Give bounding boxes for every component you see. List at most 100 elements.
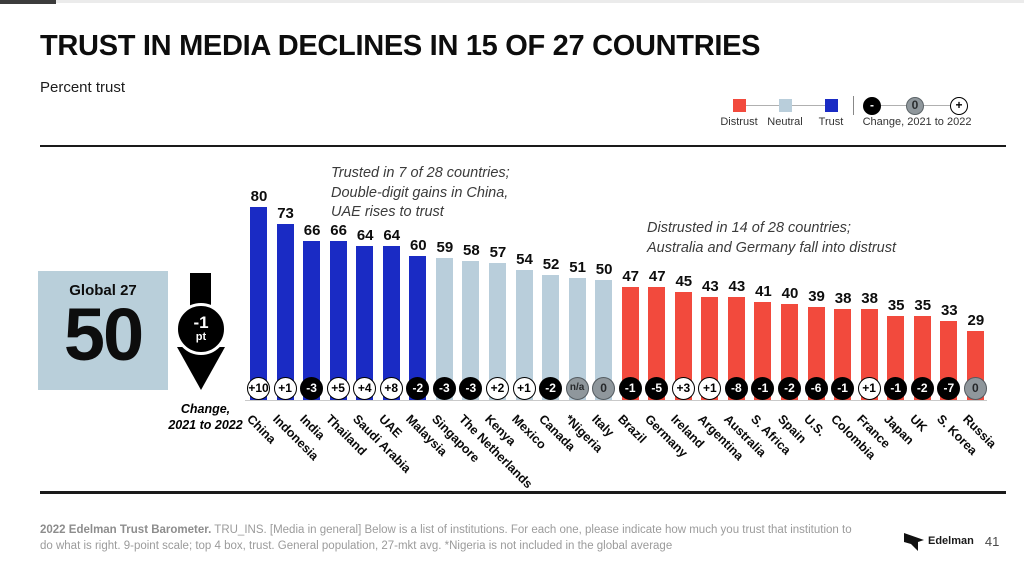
bar-value-label: 64: [356, 227, 374, 244]
bar-column-ireland: 45 +3 Ireland: [668, 160, 707, 505]
change-badge: 0: [592, 377, 616, 400]
bar-value-label: 29: [967, 312, 985, 329]
bar-value-label: 57: [489, 244, 507, 261]
change-badge: +1: [273, 377, 297, 400]
change-badge: +5: [326, 377, 350, 400]
bar-value-label: 35: [887, 297, 905, 314]
bar-value-label: 54: [516, 251, 533, 268]
bar-value-label: 58: [463, 242, 480, 259]
bar-column-uk: 35 -2 UK: [907, 160, 936, 505]
annotation-trusted: Trusted in 7 of 28 countries; Double-dig…: [331, 165, 510, 220]
change-badge: +8: [379, 377, 403, 400]
change-badge: 0: [963, 377, 987, 400]
bar-value-label: 64: [383, 227, 401, 244]
bar-value-label: 38: [834, 290, 852, 307]
bar-column-brazil: 47 -1 Brazil: [615, 160, 649, 505]
bar-neutral: [488, 263, 506, 401]
legend-swatch-trust: [825, 99, 838, 112]
bar-value-label: 52: [542, 256, 560, 273]
page-number: 41: [984, 533, 1000, 549]
bar-neutral: [435, 258, 453, 401]
legend-swatch-neutral: [779, 99, 792, 112]
bar-value-label: 51: [569, 259, 586, 276]
bar-column-japan: 35 -1 Japan: [881, 160, 916, 505]
global-change-unit: pt: [195, 331, 207, 343]
global-average-box: Global 27 50: [38, 271, 168, 390]
change-badge: -8: [724, 377, 748, 400]
window-top-edge-dark: [0, 0, 56, 4]
bar-column-u-s: 39 -6 U.S.: [801, 160, 830, 505]
bar-column-spain: 40 -2 Spain: [775, 160, 809, 505]
change-badge: +1: [512, 377, 536, 400]
legend-change-label: Change, 2021 to 2022: [862, 116, 972, 128]
bar-distrust: [674, 292, 692, 401]
bar-value-label: 43: [728, 278, 746, 295]
legend-swatch-distrust: [733, 99, 746, 112]
footer-note-text: TRU_INS. [Media in general] Below is a l…: [40, 524, 852, 552]
legend-label-distrust: Distrust: [720, 116, 758, 128]
window-top-edge: [0, 0, 1024, 3]
change-badge: -1: [884, 377, 908, 400]
bar-value-label: 40: [781, 285, 799, 302]
change-badge: n/a: [565, 377, 589, 400]
legend-zero-icon: 0: [906, 97, 924, 115]
bar-value-label: 59: [436, 239, 454, 256]
bar-neutral: [462, 261, 480, 401]
global-change-value: -1: [193, 313, 209, 332]
bar-column-the-netherlands: 58 -3 The Netherlands: [456, 160, 535, 505]
bar-column-s-africa: 41 -1 S. Africa: [748, 160, 793, 505]
change-badge: -2: [910, 377, 934, 400]
bar-neutral: [542, 275, 560, 401]
brand-block: Edelman 41: [903, 529, 999, 553]
bar-column-s-korea: 33 -7 S. Korea: [934, 160, 980, 505]
brand-name: Edelman: [928, 535, 974, 547]
legend-minus-icon: -: [863, 97, 881, 115]
change-badge: +4: [353, 377, 377, 400]
bar-column-germany: 47 -5 Germany: [642, 160, 690, 505]
bar-distrust: [754, 302, 772, 401]
bar-trust: [276, 224, 294, 401]
bar-column-colombia: 38 -1 Colombia: [828, 160, 878, 505]
bar-column-argentina: 43 +1 Argentina: [695, 160, 746, 505]
country-label: Russia: [960, 412, 1000, 451]
bar-neutral: [568, 278, 586, 401]
global-average-label: Global 27: [69, 282, 137, 299]
legend-separator: [853, 96, 854, 115]
global-change-badge: -1 pt: [175, 303, 227, 355]
bar-column-uae: 64 +8 UAE: [376, 160, 405, 505]
global-average-value: 50: [63, 293, 144, 376]
change-badge: +10: [247, 377, 270, 400]
page-title: TRUST IN MEDIA DECLINES IN 15 OF 27 COUN…: [40, 30, 761, 62]
bar-column-france: 38 +1 France: [854, 160, 893, 505]
footer-note: 2022 Edelman Trust Barometer. TRU_INS. […: [40, 523, 862, 554]
bar-value-label: 35: [914, 297, 932, 314]
bar-value-label: 41: [755, 283, 772, 300]
country-label: UK: [907, 412, 931, 435]
change-badge: -2: [778, 377, 801, 400]
country-label: India: [296, 412, 328, 443]
bar-value-label: 45: [675, 273, 693, 290]
bar-column-italy: 50 0 Italy: [589, 160, 617, 505]
bar-trust: [329, 241, 347, 401]
footer-note-source: 2022 Edelman Trust Barometer.: [40, 524, 212, 536]
page-subtitle: Percent trust: [40, 79, 126, 96]
global-change-caption: Change, 2021 to 2022: [168, 402, 243, 432]
bar-column-malaysia: 60 -2 Malaysia: [403, 160, 450, 505]
bar-distrust: [701, 297, 719, 401]
legend-label-trust: Trust: [818, 116, 844, 128]
bar-column-canada: 52 -2 Canada: [536, 160, 578, 505]
bar-trust: [409, 256, 427, 401]
bar-value-label: 66: [303, 222, 321, 239]
bar-trust: [303, 241, 321, 401]
bar-distrust: [648, 287, 666, 401]
bar-value-label: 66: [330, 222, 347, 239]
country-label: U.S.: [801, 412, 829, 440]
bar-column-mexico: 54 +1 Mexico: [509, 160, 549, 505]
change-badge: -2: [539, 377, 563, 400]
bar-column-nigeria: 51 n/a *Nigeria: [562, 160, 605, 505]
header-divider: [40, 145, 1006, 147]
change-badge: +1: [857, 377, 881, 400]
change-badge: -3: [459, 377, 483, 400]
change-badge: -6: [804, 377, 828, 400]
